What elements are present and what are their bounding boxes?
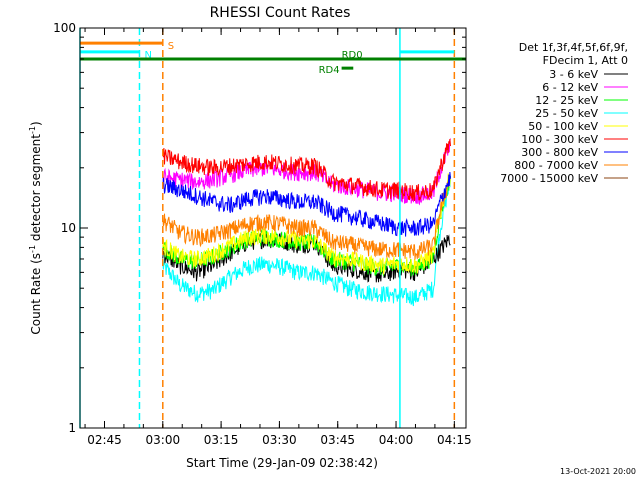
chart-title: RHESSI Count Rates bbox=[210, 5, 351, 21]
series-line-6 bbox=[162, 171, 451, 237]
x-tick-label-1: 03:00 bbox=[146, 433, 181, 447]
legend-header-line-1: Det 1f,3f,4f,5f,6f,9f, bbox=[519, 41, 628, 54]
y-tick-label-2: 100 bbox=[53, 21, 76, 35]
y-tick-label-1: 10 bbox=[61, 221, 76, 235]
legend-label-4: 50 - 100 keV bbox=[528, 120, 598, 133]
flag-label-0: S bbox=[168, 41, 174, 52]
x-tick-label-0: 02:45 bbox=[87, 433, 122, 447]
series-line-3 bbox=[162, 179, 451, 307]
legend-label-8: 7000 - 15000 keV bbox=[500, 172, 598, 185]
x-tick-label-6: 04:15 bbox=[437, 433, 472, 447]
flag-label-3: RD0 bbox=[342, 50, 363, 61]
legend-label-6: 300 - 800 keV bbox=[521, 146, 598, 159]
date-stamp: 13-Oct-2021 20:00 bbox=[560, 467, 636, 476]
legend-label-3: 25 - 50 keV bbox=[535, 107, 598, 120]
x-axis-label: Start Time (29-Jan-09 02:38:42) bbox=[186, 456, 378, 470]
y-axis-label: Count Rate (s-1 detector segment-1) bbox=[28, 121, 43, 334]
flag-label-1: N bbox=[144, 50, 151, 61]
y-axis-label-end: ) bbox=[29, 121, 43, 126]
series-layer bbox=[162, 138, 451, 307]
y-axis-label-mid: detector segment bbox=[29, 134, 43, 245]
flag-label-4: RD4 bbox=[319, 65, 340, 76]
axis-layer: 02:45 03:00 03:15 03:30 03:45 04:00 04:15 1 10 10… bbox=[53, 21, 472, 447]
series-line-5 bbox=[162, 139, 451, 202]
series-line-7 bbox=[162, 177, 451, 260]
legend-label-2: 12 - 25 keV bbox=[535, 94, 598, 107]
legend-label-1: 6 - 12 keV bbox=[542, 81, 598, 94]
legend-header-line-2: FDecim 1, Att 0 bbox=[543, 54, 628, 67]
x-tick-label-3: 03:30 bbox=[262, 433, 297, 447]
legend-label-7: 800 - 7000 keV bbox=[514, 159, 598, 172]
y-axis-label-main: Count Rate (s bbox=[29, 253, 43, 335]
series-line-4 bbox=[162, 173, 451, 275]
legend-label-5: 100 - 300 keV bbox=[521, 133, 598, 146]
legend: Det 1f,3f,4f,5f,6f,9f, FDecim 1, Att 0 3… bbox=[500, 41, 628, 185]
y-axis-label-sup1: -1 bbox=[28, 245, 37, 253]
x-tick-label-2: 03:15 bbox=[204, 433, 239, 447]
x-tick-label-4: 03:45 bbox=[320, 433, 355, 447]
y-tick-label-0: 1 bbox=[68, 421, 76, 435]
legend-label-0: 3 - 6 keV bbox=[549, 68, 598, 81]
y-axis-label-sup2: -1 bbox=[28, 126, 37, 134]
x-tick-label-5: 04:00 bbox=[379, 433, 414, 447]
